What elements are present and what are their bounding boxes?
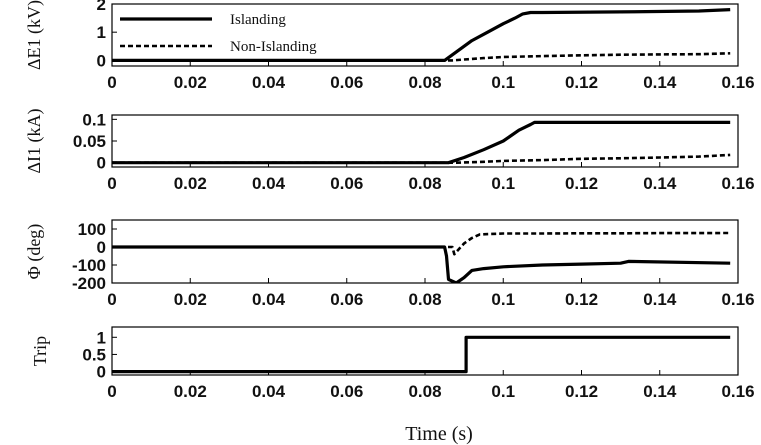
y-tick-label: 0 xyxy=(97,238,106,257)
series-line-non-islanding xyxy=(112,52,731,62)
x-tick-label: 0.02 xyxy=(174,174,207,193)
x-tick-label: 0.08 xyxy=(408,290,441,309)
y-tick-label: 0.5 xyxy=(82,345,106,364)
y-tick-label: 0.05 xyxy=(73,132,106,151)
x-tick-label: 0.14 xyxy=(643,382,677,401)
x-tick-label: 0 xyxy=(107,382,116,401)
y-axis-label: ΔE1 (kV) xyxy=(24,0,45,70)
x-tick-label: 0.06 xyxy=(330,174,363,193)
x-tick-label: 0.16 xyxy=(721,290,754,309)
x-tick-label: 0 xyxy=(107,174,116,193)
x-tick-label: 0.16 xyxy=(721,73,754,92)
x-tick-label: 0.1 xyxy=(491,73,515,92)
y-tick-label: -200 xyxy=(72,274,106,293)
y-axis-label: Φ (deg) xyxy=(24,224,45,280)
x-tick-label: 0.12 xyxy=(565,73,598,92)
y-axis-label: Trip xyxy=(30,336,50,366)
x-tick-label: 0.1 xyxy=(491,174,515,193)
x-tick-label: 0.08 xyxy=(408,73,441,92)
x-tick-label: 0.1 xyxy=(491,290,515,309)
axes-frame xyxy=(111,3,739,67)
x-tick-label: 0.06 xyxy=(330,290,363,309)
y-axis-label: ΔI1 (kA) xyxy=(24,108,45,173)
y-tick-label: 1 xyxy=(97,23,106,42)
series-line-non-islanding xyxy=(112,153,731,164)
y-tick-label: 0.1 xyxy=(82,110,106,129)
series-line-islanding xyxy=(112,120,731,165)
y-tick-label: 0 xyxy=(97,51,106,70)
axes-frame xyxy=(111,326,739,376)
x-tick-label: 0.08 xyxy=(408,174,441,193)
x-tick-label: 0.12 xyxy=(565,382,598,401)
x-tick-label: 0.02 xyxy=(174,290,207,309)
y-tick-label: 2 xyxy=(97,0,106,14)
x-tick-label: 0.04 xyxy=(252,382,286,401)
x-tick-label: 0.04 xyxy=(252,174,286,193)
x-tick-label: 0 xyxy=(107,290,116,309)
x-tick-label: 0.08 xyxy=(408,382,441,401)
series-line-islanding xyxy=(112,335,731,374)
panel-trip: 0 0.02 0.04 0.06 0.08 0.1 0.12 0.14 0.16 00.51 Tri… xyxy=(30,326,755,401)
y-tick-label: 0 xyxy=(97,154,106,173)
x-tick-label: 0.02 xyxy=(174,382,207,401)
x-tick-label: 0.14 xyxy=(643,290,677,309)
x-tick-label: 0.06 xyxy=(330,73,363,92)
series-line-islanding xyxy=(112,8,731,62)
x-tick-label: 0.02 xyxy=(174,73,207,92)
y-tick-label: 1 xyxy=(97,328,106,347)
legend-label: Islanding xyxy=(230,12,286,28)
x-tick-label: 0.04 xyxy=(252,73,286,92)
x-tick-label: 0.14 xyxy=(643,73,677,92)
x-tick-label: 0.16 xyxy=(721,174,754,193)
x-tick-label: 0.04 xyxy=(252,290,286,309)
panel-phase: 0 0.02 0.04 0.06 0.08 0.1 0.12 0.14 0.161000-100… xyxy=(24,219,755,309)
x-tick-label: 0 xyxy=(107,73,116,92)
x-tick-label: 0.12 xyxy=(565,174,598,193)
series-line-non-islanding xyxy=(112,231,731,256)
y-tick-label: 0 xyxy=(97,363,106,382)
x-axis-label: Time (s) xyxy=(405,423,473,445)
y-tick-label: 100 xyxy=(78,220,106,239)
x-tick-label: 0.14 xyxy=(643,174,677,193)
axes-frame xyxy=(111,219,739,284)
x-tick-label: 0.06 xyxy=(330,382,363,401)
panel-delta-i1: 0 0.02 0.04 0.06 0.08 0.1 0.12 0.14 0.16 0 0.05 0.1… xyxy=(24,108,755,193)
y-tick-label: -100 xyxy=(72,256,106,275)
x-tick-label: 0.12 xyxy=(565,290,598,309)
legend-label: Non-Islanding xyxy=(230,39,317,55)
x-tick-label: 0.16 xyxy=(721,382,754,401)
x-tick-label: 0.1 xyxy=(491,382,515,401)
panel-delta-e1: 0 0.02 0.04 0.06 0.08 0.1 0.12 0.14 0.16 0 1 2 ΔE1 (… xyxy=(24,0,755,92)
series-line-islanding xyxy=(112,245,731,283)
